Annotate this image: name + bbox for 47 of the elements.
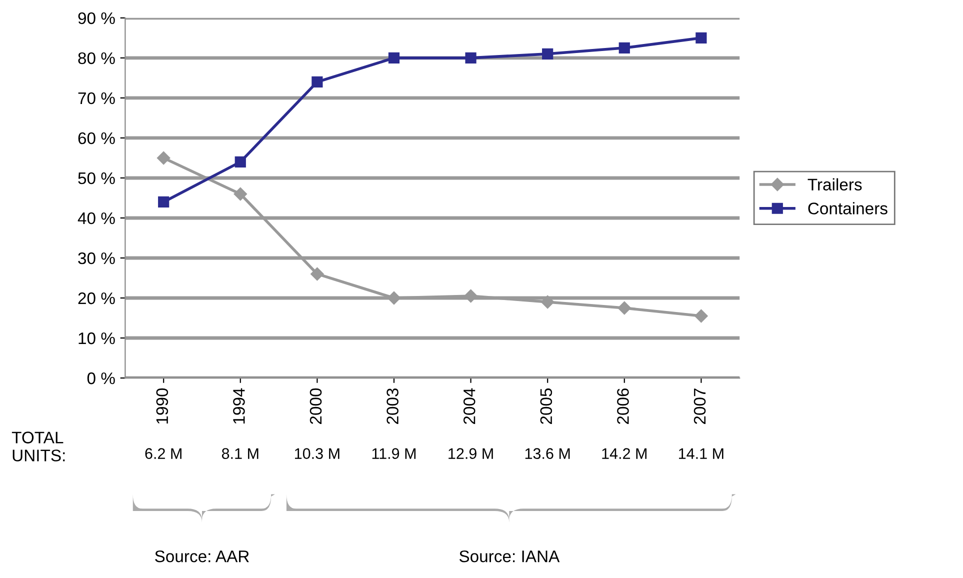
point [157,151,170,165]
x-tick-label: 2006 [617,388,629,424]
point [388,52,400,64]
point [696,32,707,44]
y-tick-label: 90 % [78,12,115,24]
text: 8.1 M [222,448,258,459]
text: 12.9 M [448,448,493,459]
x-tick-label: 2005 [540,388,552,424]
text: 14.2 M [602,448,646,459]
y-tick-label: 0 % [87,372,115,384]
y-tick-label: 50 % [78,172,115,184]
point [464,289,478,303]
x-tick-label: 1994 [233,388,245,424]
x-tick-label: 1990 [156,388,168,424]
source-note: Source: IANA [459,550,560,562]
point [234,187,247,201]
point [618,301,631,315]
text: 11.9 M [372,448,416,459]
legend-label: Trailers [808,178,862,191]
y-tick-label: 60 % [78,132,115,144]
x-tick-label: 2004 [463,388,476,424]
y-tick-label: 80 % [78,52,115,64]
text: 14.1 M [679,448,724,459]
point [694,309,708,323]
point [541,295,554,309]
y-tick-label: 70 % [78,92,115,104]
x-tick-label: 2003 [386,388,398,424]
y-tick-label: 20 % [78,292,115,304]
point [618,42,630,54]
text: TOTAL UNITS: [12,432,65,462]
text: 10.3 M [295,448,340,459]
text: 13.6 M [525,448,570,459]
point [312,76,323,88]
point [234,156,246,168]
x-tick-label: 2007 [694,388,706,424]
y-tick-label: 30 % [78,252,115,264]
y-tick-label: 10 % [78,332,115,344]
y-tick-label: 40 % [78,212,115,224]
x-tick-label: 2000 [310,388,322,424]
text: 6.2 M [145,448,182,459]
legend-label: Containers [808,202,888,214]
point [310,267,324,281]
point [387,291,401,305]
point [542,48,554,60]
source-note: Source: AAR [155,550,249,562]
point [158,196,170,208]
point [465,52,476,64]
